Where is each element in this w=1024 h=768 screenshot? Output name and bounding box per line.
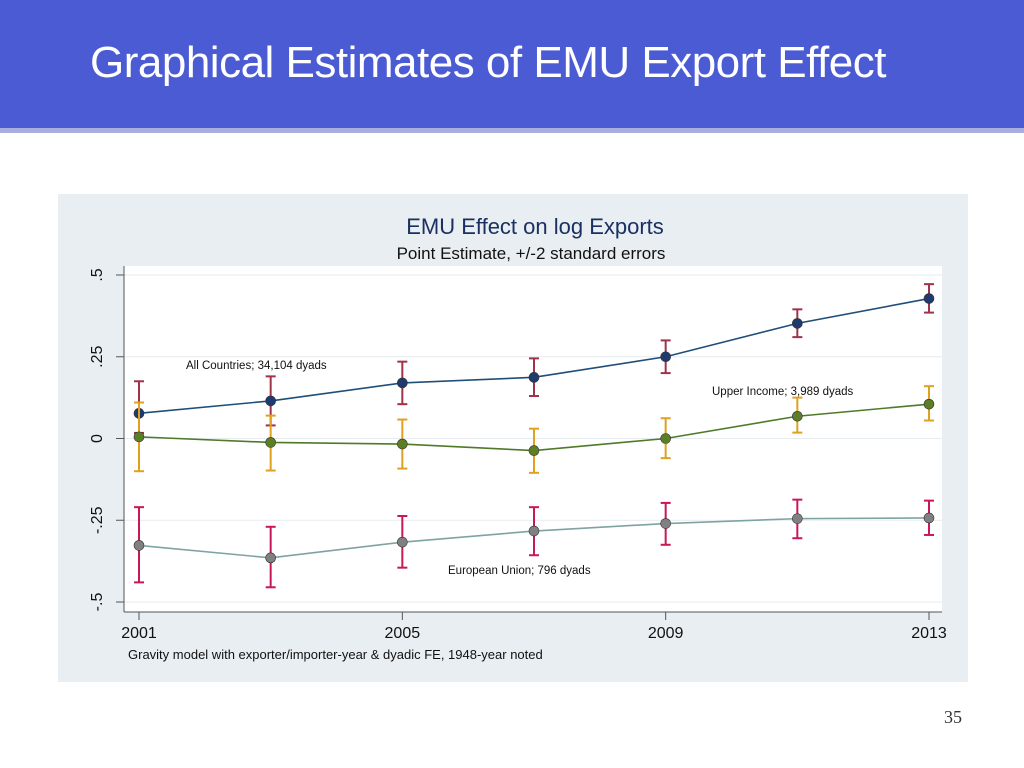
y-tick-label: .5 (89, 268, 106, 281)
data-point (265, 437, 276, 448)
data-point (397, 536, 408, 548)
slide-header: Graphical Estimates of EMU Export Effect (0, 0, 1024, 128)
series-label: Upper Income; 3,989 dyads (712, 386, 854, 398)
data-point (660, 433, 671, 444)
chart-subtitle: Point Estimate, +/-2 standard errors (397, 244, 666, 263)
series-labels: All Countries; 34,104 dyads Upper Income;… (186, 360, 854, 577)
data-point (660, 351, 671, 363)
data-point (528, 445, 540, 456)
data-point (133, 431, 145, 443)
axes: -.5 -.25 0 .25 .5 2001 2005 2009 2013 (89, 266, 947, 642)
series-group (133, 283, 935, 434)
data-point (528, 372, 540, 383)
data-point (397, 438, 408, 450)
y-tick-label: -.5 (89, 593, 106, 612)
x-axis-title: Gravity model with exporter/importer-yea… (128, 647, 543, 662)
chart-panel: EMU Effect on log Exports Point Estimate… (58, 194, 968, 682)
data-point (265, 552, 276, 564)
y-tick-label: -.25 (89, 506, 106, 534)
series-label: All Countries; 34,104 dyads (186, 360, 327, 372)
data-point (528, 525, 540, 537)
x-tick-label: 2001 (121, 625, 157, 642)
chart: EMU Effect on log Exports Point Estimate… (89, 214, 947, 662)
x-tick-label: 2009 (648, 625, 684, 642)
chart-title: EMU Effect on log Exports (406, 214, 664, 239)
x-tick-label: 2013 (911, 625, 947, 642)
slide-title: Graphical Estimates of EMU Export Effect (90, 38, 886, 87)
page-number: 35 (944, 707, 962, 727)
x-tick-label: 2005 (385, 625, 421, 642)
data-point (923, 512, 935, 524)
data-point (792, 513, 803, 524)
data-point (923, 293, 935, 304)
data-point (660, 518, 671, 529)
data-point (792, 318, 803, 329)
data-point (397, 377, 408, 389)
data-point (792, 410, 803, 422)
data-point (923, 398, 935, 410)
series-group (133, 385, 935, 474)
series-layer (133, 283, 935, 589)
series-label: European Union; 796 dyads (448, 565, 591, 577)
y-tick-label: .25 (89, 346, 106, 368)
header-divider (0, 128, 1024, 133)
data-point (265, 395, 276, 407)
series-group (133, 498, 935, 589)
data-point (133, 540, 145, 551)
y-tick-label: 0 (89, 434, 106, 443)
